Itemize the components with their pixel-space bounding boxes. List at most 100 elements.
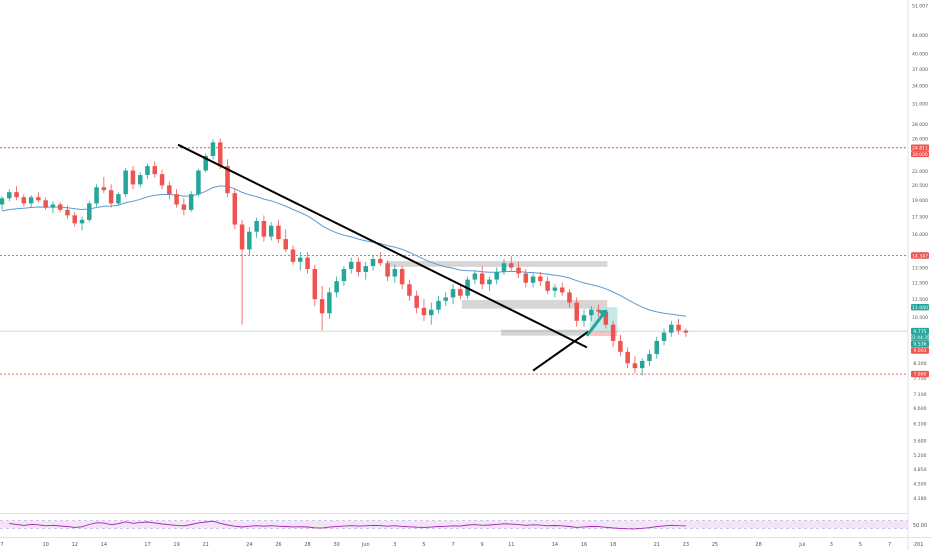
candle[interactable] bbox=[661, 328, 667, 346]
candles-layer[interactable] bbox=[0, 138, 689, 376]
candle[interactable] bbox=[283, 229, 288, 253]
candle[interactable] bbox=[421, 299, 427, 321]
candle[interactable] bbox=[0, 196, 5, 210]
candle[interactable] bbox=[174, 189, 179, 208]
candle[interactable] bbox=[523, 269, 529, 288]
candle[interactable] bbox=[327, 287, 332, 319]
candle[interactable] bbox=[145, 163, 150, 179]
candle[interactable] bbox=[94, 184, 99, 207]
candle[interactable] bbox=[552, 284, 558, 298]
candle[interactable] bbox=[436, 295, 441, 314]
price-badge[interactable]: 9.536 bbox=[911, 340, 929, 348]
candle[interactable] bbox=[334, 276, 339, 298]
candle[interactable] bbox=[450, 284, 456, 305]
candle[interactable] bbox=[654, 336, 660, 359]
candle[interactable] bbox=[589, 306, 594, 321]
candle[interactable] bbox=[254, 217, 259, 238]
candle[interactable] bbox=[414, 290, 419, 314]
candle[interactable] bbox=[181, 198, 187, 216]
candle[interactable] bbox=[356, 257, 361, 277]
candle[interactable] bbox=[545, 276, 550, 295]
time-axis[interactable]: 7 10 12 14 17 19 21 24 26 28 30 Jun 3 5 7 9 11 14 16 18 21 23… bbox=[0, 537, 932, 549]
candle[interactable] bbox=[472, 270, 478, 285]
candle[interactable] bbox=[458, 284, 463, 300]
candle[interactable] bbox=[385, 260, 390, 282]
candle[interactable] bbox=[123, 167, 128, 198]
candle[interactable] bbox=[276, 219, 281, 243]
candle[interactable] bbox=[217, 138, 223, 169]
candle[interactable] bbox=[137, 172, 143, 188]
candle[interactable] bbox=[232, 188, 238, 230]
descending-trendline[interactable] bbox=[177, 143, 588, 349]
candle[interactable] bbox=[290, 245, 296, 265]
ascending-trendline[interactable] bbox=[532, 330, 589, 372]
level-badge[interactable]: 14.347 bbox=[911, 252, 929, 259]
candle[interactable] bbox=[581, 309, 587, 327]
candle[interactable] bbox=[378, 252, 383, 267]
candle[interactable] bbox=[567, 289, 572, 308]
candle[interactable] bbox=[399, 266, 405, 290]
candle[interactable] bbox=[28, 195, 34, 208]
candle[interactable] bbox=[574, 297, 579, 327]
candle[interactable] bbox=[188, 191, 194, 213]
candle[interactable] bbox=[116, 192, 121, 206]
candle[interactable] bbox=[167, 181, 172, 200]
candle[interactable] bbox=[159, 169, 165, 190]
candle[interactable] bbox=[632, 356, 638, 374]
candle[interactable] bbox=[152, 161, 158, 178]
candle[interactable] bbox=[683, 328, 689, 337]
candle[interactable] bbox=[305, 252, 310, 274]
candle[interactable] bbox=[625, 347, 630, 369]
candle[interactable] bbox=[196, 168, 201, 197]
candle[interactable] bbox=[479, 266, 485, 290]
candle[interactable] bbox=[407, 279, 412, 301]
candle[interactable] bbox=[363, 261, 369, 280]
price-badge[interactable]: 11.040 bbox=[911, 303, 929, 311]
candle[interactable] bbox=[14, 186, 19, 201]
candle[interactable] bbox=[36, 192, 41, 203]
candle[interactable] bbox=[370, 254, 376, 271]
candle[interactable] bbox=[7, 189, 12, 202]
candle[interactable] bbox=[101, 176, 107, 194]
candle[interactable] bbox=[538, 271, 543, 286]
candle[interactable] bbox=[239, 219, 245, 325]
candle[interactable] bbox=[494, 267, 499, 285]
candle[interactable] bbox=[559, 282, 565, 296]
candle[interactable] bbox=[508, 256, 514, 271]
candle[interactable] bbox=[348, 257, 354, 274]
candle[interactable] bbox=[210, 139, 216, 160]
candle[interactable] bbox=[247, 226, 252, 255]
candle[interactable] bbox=[319, 285, 325, 331]
candle[interactable] bbox=[72, 212, 78, 227]
candle[interactable] bbox=[21, 194, 27, 207]
candle[interactable] bbox=[268, 222, 274, 241]
level-badge[interactable]: 7.860 bbox=[911, 370, 929, 378]
candle[interactable] bbox=[676, 318, 681, 335]
price-axis[interactable]: 51.007 44.000 40.000 37.000 34.000 31.000 28.0… bbox=[907, 0, 930, 550]
price-badge[interactable]: 9.003 bbox=[911, 347, 929, 354]
candle[interactable] bbox=[65, 205, 70, 219]
candle[interactable] bbox=[225, 159, 230, 198]
candle[interactable] bbox=[43, 197, 48, 210]
candle[interactable] bbox=[108, 184, 114, 208]
candle[interactable] bbox=[647, 349, 652, 366]
candle[interactable] bbox=[501, 259, 507, 275]
candle[interactable] bbox=[487, 276, 492, 291]
candle[interactable] bbox=[610, 320, 616, 348]
candle[interactable] bbox=[203, 153, 208, 173]
candle[interactable] bbox=[639, 358, 645, 376]
candle[interactable] bbox=[669, 320, 674, 337]
stop-zone[interactable] bbox=[589, 331, 618, 336]
candle[interactable] bbox=[392, 264, 398, 283]
candle[interactable] bbox=[79, 216, 85, 231]
candle[interactable] bbox=[341, 266, 347, 286]
candle[interactable] bbox=[298, 252, 303, 271]
candle[interactable] bbox=[57, 202, 63, 213]
candle[interactable] bbox=[443, 292, 449, 307]
candle[interactable] bbox=[516, 261, 521, 279]
candle[interactable] bbox=[530, 273, 536, 288]
candle[interactable] bbox=[618, 334, 623, 357]
